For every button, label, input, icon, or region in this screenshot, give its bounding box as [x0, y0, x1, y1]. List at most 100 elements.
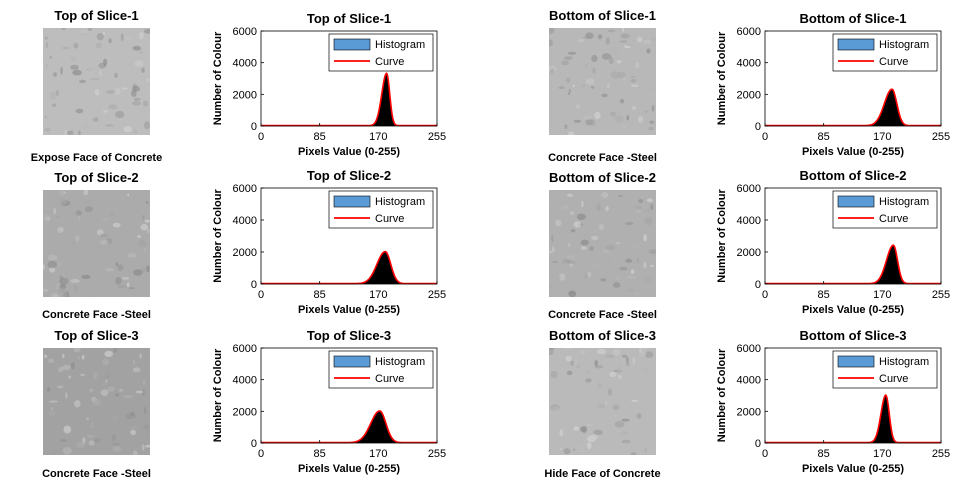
y-tick-label: 6000 — [233, 26, 257, 38]
legend-curve-label: Curve — [879, 373, 908, 385]
x-tick-label: 170 — [873, 448, 891, 460]
photo-caption: Concrete Face -Steel — [548, 152, 657, 164]
histogram-chart: Bottom of Slice-3 0 85 170 255 0 2000 4000 6000 P… — [716, 328, 950, 475]
y-axis-label: Number of Colour — [716, 31, 728, 125]
x-axis-label: Pixels Value (0-255) — [802, 463, 904, 475]
y-tick-label: 2000 — [233, 247, 257, 259]
x-tick-label: 255 — [428, 448, 446, 460]
x-tick-label: 0 — [762, 289, 768, 301]
y-tick-label: 0 — [251, 279, 257, 291]
legend-curve-label: Curve — [375, 213, 404, 225]
legend-histogram-label: Histogram — [879, 356, 929, 368]
y-axis-label: Number of Colour — [212, 31, 224, 125]
y-tick-label: 2000 — [737, 247, 761, 259]
histogram-curve — [765, 393, 941, 444]
y-tick-label: 4000 — [737, 58, 761, 70]
axes-box — [260, 187, 438, 285]
photo-caption: Expose Face of Concrete — [30, 152, 163, 164]
x-tick-label: 85 — [314, 131, 326, 143]
y-axis-label: Number of Colour — [716, 348, 728, 442]
y-tick-label: 6000 — [737, 183, 761, 195]
photo-title: Top of Slice-3 — [54, 328, 139, 343]
chart-title: Bottom of Slice-3 — [800, 328, 907, 343]
photo-caption: Concrete Face -Steel — [548, 309, 657, 321]
legend-histogram-swatch — [333, 355, 371, 368]
legend-histogram-swatch — [333, 38, 371, 51]
axes-box — [764, 30, 942, 127]
axes-box — [260, 347, 438, 444]
photo-title: Top of Slice-2 — [54, 170, 139, 185]
histogram-curve — [261, 250, 437, 285]
x-tick-label: 170 — [873, 289, 891, 301]
photo-caption: Concrete Face -Steel — [42, 468, 151, 480]
legend-histogram-swatch — [837, 38, 875, 51]
photo-title: Bottom of Slice-1 — [549, 8, 656, 23]
x-tick-label: 255 — [932, 131, 950, 143]
legend-curve-label: Curve — [375, 373, 404, 385]
y-tick-label: 4000 — [233, 375, 257, 387]
x-tick-label: 170 — [369, 289, 387, 301]
y-tick-label: 4000 — [233, 215, 257, 227]
legend-box — [832, 190, 938, 229]
y-tick-label: 6000 — [737, 343, 761, 355]
y-axis-label: Number of Colour — [716, 189, 728, 283]
y-tick-label: 0 — [251, 438, 257, 450]
photo-caption: Concrete Face -Steel — [42, 309, 151, 321]
y-tick-label: 2000 — [233, 406, 257, 418]
y-tick-label: 2000 — [737, 89, 761, 101]
x-tick-label: 255 — [428, 131, 446, 143]
photo-title: Bottom of Slice-3 — [549, 328, 656, 343]
axes-box — [260, 30, 438, 127]
y-tick-label: 4000 — [233, 58, 257, 70]
histogram-chart: Top of Slice-3 0 85 170 255 0 2000 4000 6000 Pixe… — [212, 328, 446, 475]
legend-histogram-label: Histogram — [879, 196, 929, 208]
legend-histogram-swatch — [837, 195, 875, 208]
x-tick-label: 255 — [428, 289, 446, 301]
x-tick-label: 85 — [818, 289, 830, 301]
histogram-chart: Top of Slice-2 0 85 170 255 0 2000 4000 6000 Pixe… — [212, 168, 446, 316]
histogram-area — [261, 410, 437, 443]
concrete-slice-photo — [549, 190, 656, 297]
x-tick-label: 255 — [932, 448, 950, 460]
x-axis-label: Pixels Value (0-255) — [298, 146, 400, 158]
legend-histogram-label: Histogram — [375, 356, 425, 368]
y-tick-label: 6000 — [233, 343, 257, 355]
histogram-curve — [765, 244, 941, 285]
histogram-area — [765, 245, 941, 284]
legend-histogram-label: Histogram — [375, 39, 425, 51]
legend-histogram-swatch — [333, 195, 371, 208]
x-axis-label: Pixels Value (0-255) — [802, 304, 904, 316]
y-tick-label: 2000 — [233, 89, 257, 101]
x-tick-label: 170 — [369, 131, 387, 143]
concrete-slice-photo — [43, 28, 150, 135]
concrete-slice-photo — [549, 348, 656, 455]
concrete-slice-photo — [43, 190, 150, 297]
y-tick-label: 0 — [251, 121, 257, 133]
histogram-area — [261, 251, 437, 284]
x-tick-label: 255 — [932, 289, 950, 301]
legend-curve-label: Curve — [375, 56, 404, 68]
y-axis-label: Number of Colour — [212, 348, 224, 442]
x-tick-label: 0 — [762, 131, 768, 143]
y-axis-label: Number of Colour — [212, 189, 224, 283]
axes-box — [764, 347, 942, 444]
x-tick-label: 0 — [258, 448, 264, 460]
histogram-area — [765, 395, 941, 443]
y-tick-label: 6000 — [233, 183, 257, 195]
histogram-chart: Bottom of Slice-1 0 85 170 255 0 2000 4000 6000 P… — [716, 11, 950, 158]
photo-caption: Hide Face of Concrete — [544, 468, 661, 480]
concrete-slice-photo — [43, 348, 150, 455]
histogram-area — [765, 89, 941, 126]
y-tick-label: 0 — [755, 438, 761, 450]
x-axis-label: Pixels Value (0-255) — [802, 146, 904, 158]
x-tick-label: 170 — [873, 131, 891, 143]
chart-title: Bottom of Slice-2 — [800, 168, 907, 183]
x-tick-label: 85 — [818, 448, 830, 460]
y-tick-label: 4000 — [737, 375, 761, 387]
y-tick-label: 2000 — [737, 406, 761, 418]
legend-histogram-label: Histogram — [879, 39, 929, 51]
y-tick-label: 0 — [755, 121, 761, 133]
y-tick-label: 6000 — [737, 26, 761, 38]
x-tick-label: 0 — [258, 131, 264, 143]
chart-title: Bottom of Slice-1 — [800, 11, 907, 26]
